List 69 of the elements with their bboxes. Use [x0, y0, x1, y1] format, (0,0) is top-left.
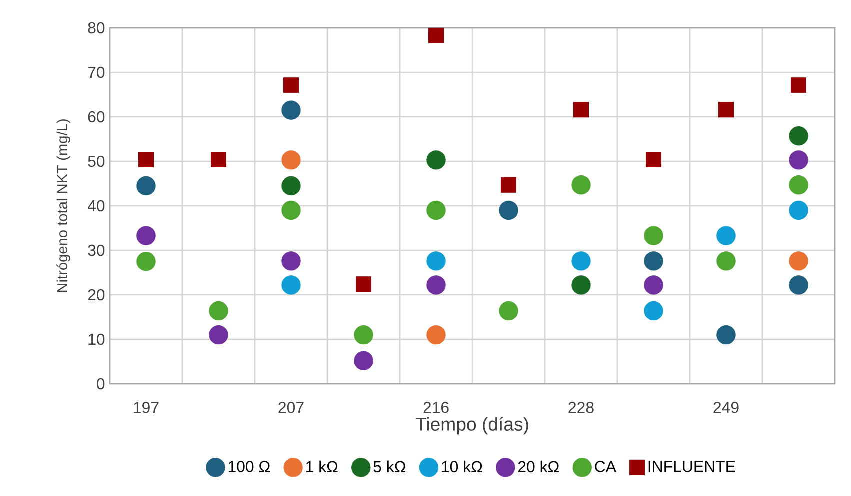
point — [718, 102, 734, 118]
point — [789, 276, 808, 295]
point — [426, 200, 446, 220]
point — [716, 252, 736, 271]
x-axis-title: Tiempo (días) — [416, 417, 528, 435]
point — [716, 226, 736, 246]
legend-label: 1 kΩ — [306, 460, 338, 472]
y-tick-label: 0 — [97, 378, 105, 390]
point — [501, 177, 516, 193]
point — [428, 28, 444, 44]
y-axis-title: Nitrógeno total NKT (mg/L) — [56, 120, 70, 292]
point — [354, 325, 374, 345]
point — [499, 301, 518, 321]
y-tick-label: 20 — [88, 289, 105, 301]
legend-label: 20 kΩ — [518, 460, 559, 473]
point — [499, 200, 518, 220]
point — [789, 126, 808, 146]
point — [789, 252, 808, 271]
point — [209, 301, 228, 321]
point — [789, 150, 808, 170]
point — [136, 226, 156, 246]
point — [716, 325, 736, 345]
point — [426, 252, 446, 271]
legend-label: 10 kΩ — [442, 460, 482, 473]
y-tick-label: 70 — [88, 66, 105, 78]
point — [426, 150, 446, 170]
x-tick-label: 207 — [278, 402, 304, 414]
legend-label: 5 kΩ — [374, 460, 406, 473]
point — [211, 152, 226, 168]
legend-label: INFLUENTE — [648, 461, 736, 472]
point — [282, 200, 301, 220]
x-tick-label: 197 — [134, 402, 159, 414]
point — [791, 78, 806, 94]
point — [574, 102, 589, 118]
point — [644, 252, 664, 271]
point — [426, 276, 446, 295]
point — [572, 252, 591, 271]
y-tick-label: 30 — [88, 244, 105, 256]
y-tick-label: 10 — [88, 334, 105, 346]
point — [356, 276, 372, 292]
point — [572, 276, 591, 295]
x-tick-label: 228 — [568, 402, 594, 414]
point — [644, 226, 664, 246]
point — [282, 252, 301, 271]
point — [136, 252, 156, 272]
point — [282, 276, 301, 295]
point — [644, 301, 664, 321]
y-tick-label: 50 — [88, 156, 105, 168]
point — [282, 150, 301, 170]
legend-label: 100 Ω — [228, 461, 270, 472]
point — [282, 176, 301, 196]
point — [209, 325, 228, 345]
point — [572, 175, 591, 195]
x-tick-label: 216 — [424, 402, 449, 414]
point — [354, 351, 374, 370]
legend-label: CA — [595, 461, 616, 472]
point — [136, 176, 156, 196]
y-tick-label: 80 — [88, 22, 105, 34]
y-tick-label: 60 — [88, 111, 105, 123]
point — [789, 200, 808, 220]
point — [138, 152, 154, 168]
point — [789, 175, 808, 195]
point — [644, 276, 664, 295]
point — [646, 152, 662, 168]
y-tick-label: 40 — [88, 200, 105, 212]
point — [426, 325, 446, 345]
point — [282, 100, 301, 120]
x-tick-label: 249 — [714, 402, 739, 414]
point — [284, 78, 299, 94]
